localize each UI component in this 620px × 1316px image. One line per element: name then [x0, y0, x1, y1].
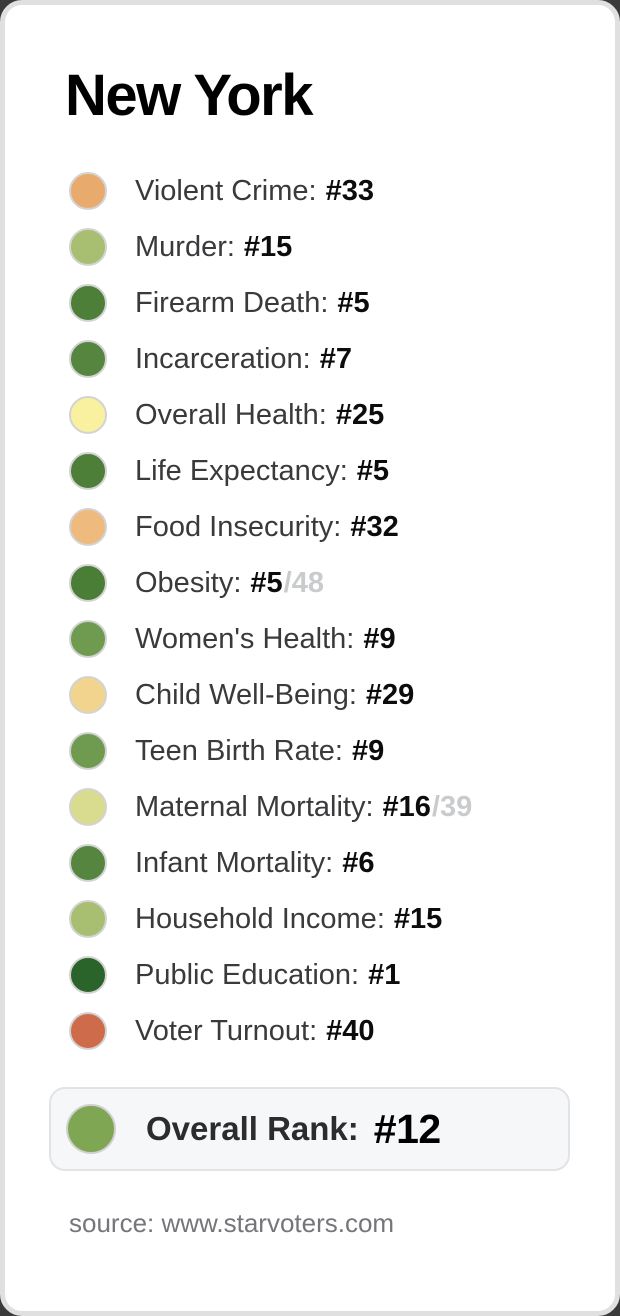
row-murder: Murder: #15: [69, 219, 585, 275]
category-label: Public Education:: [135, 958, 360, 991]
category-rank: #5: [337, 286, 370, 319]
category-color-dot: [69, 620, 107, 658]
category-rank: #9: [351, 734, 385, 767]
category-rank: #40: [326, 1014, 375, 1047]
category-label: Teen Birth Rate:: [135, 734, 343, 767]
category-rank: #5: [356, 454, 390, 487]
category-label: Firearm Death:: [135, 286, 329, 319]
category-rank: #33: [325, 174, 374, 207]
row-firearm-death: Firearm Death: #5: [69, 275, 585, 331]
category-rank: #7: [319, 342, 352, 375]
row-womens-health: Women's Health: #9: [69, 611, 585, 667]
category-label: Maternal Mortality:: [135, 790, 374, 823]
rank-list: Violent Crime: #33 Murder: #15 Firearm D…: [69, 163, 585, 1059]
overall-rank-label: Overall Rank:: [146, 1110, 359, 1147]
category-rank: #5: [250, 566, 283, 599]
row-teen-birth-rate: Teen Birth Rate: #9: [69, 723, 585, 779]
category-color-dot: [69, 956, 107, 994]
category-rank: #15: [393, 902, 443, 935]
category-color-dot: [69, 788, 107, 826]
category-label: Food Insecurity:: [135, 510, 342, 543]
row-food-insecurity: Food Insecurity: #32: [69, 499, 585, 555]
row-infant-mortality: Infant Mortality: #6: [69, 835, 585, 891]
row-incarceration: Incarceration: #7: [69, 331, 585, 387]
category-color-dot: [69, 844, 107, 882]
state-title: New York: [65, 63, 313, 128]
overall-rank-value: #12: [373, 1105, 441, 1152]
category-label: Voter Turnout:: [135, 1014, 318, 1047]
category-rank: #32: [350, 510, 399, 543]
category-color-dot: [69, 900, 107, 938]
overall-rank-box: Overall Rank: #12: [49, 1087, 570, 1171]
category-rank: #16: [382, 790, 431, 823]
row-life-expectancy: Life Expectancy: #5: [69, 443, 585, 499]
category-rank: #15: [243, 230, 293, 263]
row-obesity: Obesity: #5 /48: [69, 555, 585, 611]
category-color-dot: [69, 732, 107, 770]
category-color-dot: [69, 508, 107, 546]
category-label: Obesity:: [135, 566, 242, 599]
category-label: Child Well-Being:: [135, 678, 357, 711]
category-color-dot: [69, 1012, 107, 1050]
category-rank-denominator: /39: [431, 790, 473, 823]
row-household-income: Household Income: #15: [69, 891, 585, 947]
category-label: Violent Crime:: [135, 174, 317, 207]
category-rank: #6: [342, 846, 375, 879]
row-violent-crime: Violent Crime: #33: [69, 163, 585, 219]
category-rank: #9: [363, 622, 396, 655]
overall-rank-color-dot: [66, 1104, 116, 1154]
row-overall-health: Overall Health: #25: [69, 387, 585, 443]
row-voter-turnout: Voter Turnout: #40: [69, 1003, 585, 1059]
category-rank: #25: [335, 398, 385, 431]
category-label: Women's Health:: [135, 622, 355, 655]
row-child-well-being: Child Well-Being: #29: [69, 667, 585, 723]
category-rank-denominator: /48: [283, 566, 324, 599]
category-rank: #29: [365, 678, 415, 711]
category-color-dot: [69, 396, 107, 434]
category-color-dot: [69, 564, 107, 602]
row-maternal-mortality: Maternal Mortality: #16 /39: [69, 779, 585, 835]
category-label: Murder:: [135, 230, 235, 263]
source-attribution: source: www.starvoters.com: [69, 1208, 395, 1238]
category-label: Household Income:: [135, 902, 385, 935]
category-color-dot: [69, 228, 107, 266]
category-label: Life Expectancy:: [135, 454, 348, 487]
category-color-dot: [69, 676, 107, 714]
category-label: Incarceration:: [135, 342, 311, 375]
category-color-dot: [69, 452, 107, 490]
category-color-dot: [69, 284, 107, 322]
category-label: Overall Health:: [135, 398, 327, 431]
category-label: Infant Mortality:: [135, 846, 334, 879]
category-color-dot: [69, 340, 107, 378]
category-rank: #1: [368, 958, 401, 991]
row-public-education: Public Education: #1: [69, 947, 585, 1003]
category-color-dot: [69, 172, 107, 210]
